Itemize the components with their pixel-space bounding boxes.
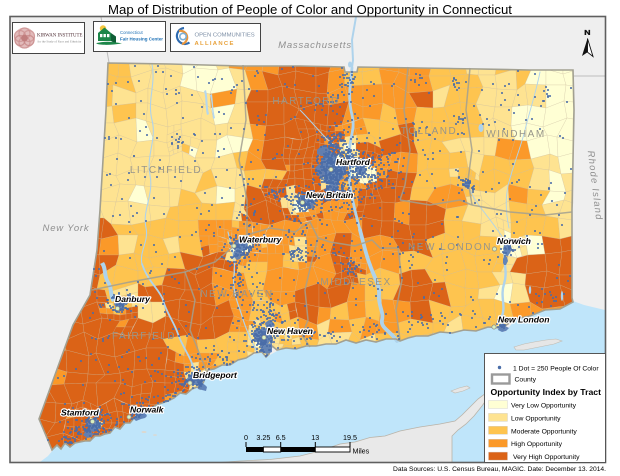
svg-text:LITCHFIELD: LITCHFIELD <box>130 165 202 176</box>
svg-text:New Britain: New Britain <box>306 190 353 200</box>
svg-text:Norwalk: Norwalk <box>130 405 165 415</box>
svg-text:Waterbury: Waterbury <box>239 235 283 245</box>
svg-text:Massachusetts: Massachusetts <box>278 40 352 51</box>
svg-text:FAIRFIELD: FAIRFIELD <box>112 331 176 342</box>
svg-text:3.25: 3.25 <box>256 433 270 442</box>
svg-text:NEW HAVEN: NEW HAVEN <box>200 289 273 300</box>
svg-text:for the Study of Race and Ethn: for the Study of Race and Ethnicity <box>38 39 82 43</box>
svg-text:Opportunity Index by Tract: Opportunity Index by Tract <box>490 387 601 397</box>
svg-text:New Haven: New Haven <box>267 326 313 336</box>
svg-text:KIRWAN INSTITUTE: KIRWAN INSTITUTE <box>37 33 83 38</box>
svg-text:Moderate Opportunity: Moderate Opportunity <box>511 428 577 435</box>
svg-text:Stamford: Stamford <box>61 408 99 418</box>
svg-text:County: County <box>514 377 536 384</box>
svg-text:New London: New London <box>498 315 550 325</box>
svg-text:ALLIANCE: ALLIANCE <box>195 41 235 47</box>
svg-text:Hartford: Hartford <box>336 157 371 167</box>
svg-text:Very High Opportunity: Very High Opportunity <box>513 454 580 461</box>
svg-text:19.5: 19.5 <box>343 433 357 442</box>
svg-text:TOLLAND: TOLLAND <box>401 126 457 137</box>
svg-text:1 Dot = 250 People Of Color: 1 Dot = 250 People Of Color <box>513 366 599 373</box>
svg-text:NEW LONDON: NEW LONDON <box>408 242 492 253</box>
svg-text:High Opportunity: High Opportunity <box>511 441 563 448</box>
svg-text:Danbury: Danbury <box>115 294 151 304</box>
svg-text:New York: New York <box>43 223 90 234</box>
svg-text:13: 13 <box>311 433 319 442</box>
svg-text:Connecticut: Connecticut <box>120 30 143 35</box>
svg-text:Low Opportunity: Low Opportunity <box>511 415 561 422</box>
svg-text:Bridgeport: Bridgeport <box>193 370 238 380</box>
svg-text:Miles: Miles <box>353 447 370 456</box>
svg-text:WINDHAM: WINDHAM <box>486 129 545 140</box>
svg-text:HARTFORD: HARTFORD <box>272 96 339 107</box>
svg-text:MIDDLESEX: MIDDLESEX <box>320 277 391 288</box>
svg-text:Very Low Opportunity: Very Low Opportunity <box>511 403 577 410</box>
svg-text:0: 0 <box>244 433 248 442</box>
svg-text:6.5: 6.5 <box>276 433 286 442</box>
svg-text:Norwich: Norwich <box>497 236 531 246</box>
svg-text:Fair Housing Center: Fair Housing Center <box>120 37 163 42</box>
svg-text:OPEN COMMUNITIES: OPEN COMMUNITIES <box>195 32 255 38</box>
